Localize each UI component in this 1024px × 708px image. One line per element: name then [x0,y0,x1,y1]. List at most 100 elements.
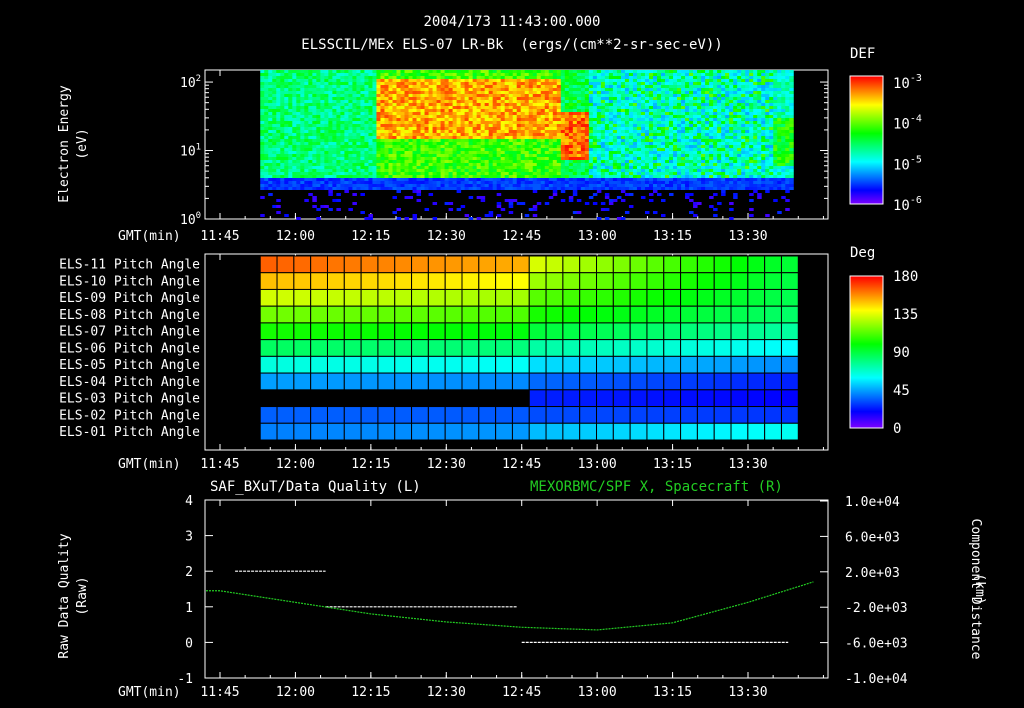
spectrogram-cell [504,178,510,181]
spectrogram-cell [372,70,377,73]
spectrogram-cell [524,88,530,91]
spectrogram-cell [652,109,658,112]
spectrogram-cell [685,118,690,121]
spectrogram-cell [612,136,618,139]
spectrogram-cell [388,76,393,79]
spectrogram-cell [364,106,369,109]
spectrogram-cell [532,76,538,79]
spectrogram-cell [272,133,277,136]
spectrogram-cell [685,154,690,157]
spectrogram-cell [697,70,702,73]
spectrogram-cell [669,184,674,187]
spectrogram-cell [480,154,486,157]
spectrogram-cell [292,187,297,190]
spectrogram-cell [705,88,710,91]
spectrogram-cell [292,118,297,121]
spectrogram-cell [424,169,430,172]
spectrogram-cell [300,184,305,187]
spectrogram-cell [388,136,393,139]
spectrogram-cell [628,130,634,133]
spectrogram-cell [464,130,470,133]
spectrogram-cell [520,181,526,184]
spectrogram-cell [528,91,534,94]
spectrogram-cell [552,130,558,133]
spectrogram-cell [512,163,518,166]
spectrogram-cell [400,166,406,169]
spectrogram-cell [596,73,602,76]
spectrogram-cell [725,127,730,130]
spectrogram-cell [516,94,522,97]
spectrogram-cell [656,139,662,142]
spectrogram-cell [400,130,406,133]
spectrogram-cell [536,106,542,109]
spectrogram-cell [320,130,325,133]
spectrogram-cell [396,103,401,106]
spectrogram-cell [685,178,690,181]
spectrogram-cell [376,160,381,163]
spectrogram-cell [404,94,410,97]
spectrogram-cell [504,127,510,130]
spectrogram-cell [632,106,638,109]
spectrogram-cell [725,172,730,175]
spectrogram-cell [336,139,341,142]
spectrogram-cell [528,157,534,160]
spectrogram-cell [380,76,385,79]
spectrogram-cell [677,97,682,100]
spectrogram-cell [388,133,393,136]
spectrogram-cell [560,70,566,73]
spectrogram-cell [596,163,602,166]
spectrogram-cell [404,166,410,169]
spectrogram-cell [328,142,333,145]
spectrogram-cell [456,121,462,124]
spectrogram-cell [424,124,430,127]
spectrogram-cell [460,121,466,124]
spectrogram-cell [532,178,538,181]
spectrogram-cell [452,91,458,94]
spectrogram-cell [384,163,389,166]
spectrogram-cell [528,121,534,124]
spectrogram-cell [572,133,578,136]
spectrogram-cell [620,181,626,184]
spectrogram-cell [368,148,373,151]
spectrogram-cell [316,163,321,166]
spectrogram-cell [304,121,309,124]
spectrogram-cell [628,205,634,208]
spectrogram-cell [648,142,654,145]
spectrogram-cell [368,166,373,169]
spectrogram-cell [552,118,558,121]
spectrogram-cell [472,187,478,190]
spectrogram-cell [264,142,269,145]
spectrogram-cell [504,82,510,85]
spectrogram-cell [532,109,538,112]
spectrogram-cell [344,103,349,106]
spectrogram-cell [280,172,285,175]
spectrogram-cell [532,145,538,148]
spectrogram-cell [368,214,373,217]
spectrogram-cell [324,76,329,79]
spectrogram-cell [636,70,642,73]
spectrogram-cell [528,172,534,175]
spectrogram-cell [464,85,470,88]
spectrogram-cell [721,166,726,169]
spectrogram-cell [576,85,582,88]
spectrogram-cell [709,91,714,94]
spectrogram-cell [468,157,474,160]
spectrogram-cell [584,109,590,112]
spectrogram-cell [428,187,434,190]
spectrogram-cell [400,133,406,136]
spectrogram-cell [372,187,377,190]
spectrogram-cell [632,178,638,181]
spectrogram-cell [468,166,474,169]
spectrogram-cell [400,184,406,187]
spectrogram-cell [536,172,542,175]
spectrogram-cell [476,88,482,91]
spectrogram-cell [260,166,265,169]
spectrogram-cell [600,208,606,211]
spectrogram-cell [673,88,678,91]
spectrogram-cell [584,103,590,106]
spectrogram-cell [320,145,325,148]
spectrogram-cell [408,103,414,106]
spectrogram-cell [424,130,430,133]
spectrogram-cell [392,136,397,139]
spectrogram-cell [697,118,702,121]
